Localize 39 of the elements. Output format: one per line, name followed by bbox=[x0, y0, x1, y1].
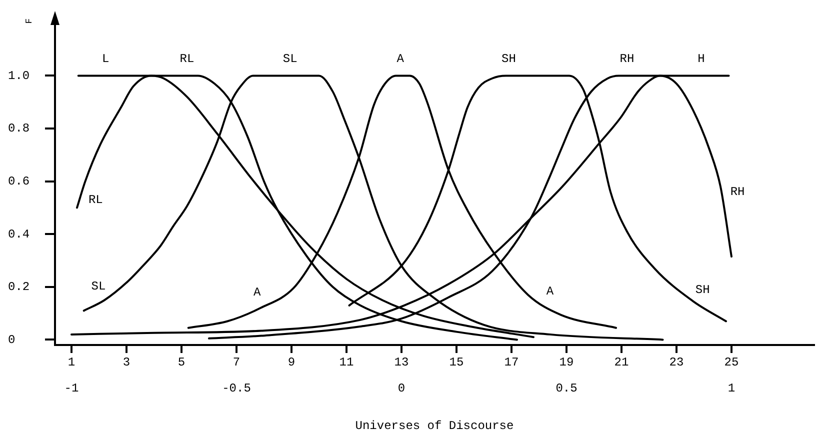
annotation: A bbox=[546, 284, 554, 298]
x-tick-label: 23 bbox=[669, 355, 684, 370]
annotation: A bbox=[254, 286, 262, 300]
x2-tick-label: 0 bbox=[398, 381, 406, 396]
y-tick-label: 0.4 bbox=[8, 227, 30, 242]
x-tick-label: 17 bbox=[504, 355, 519, 370]
y-tick-label: 0.6 bbox=[8, 174, 30, 188]
annotation: RL bbox=[88, 192, 103, 207]
x-tick-label: 21 bbox=[614, 355, 629, 370]
x-tick-label: 1 bbox=[68, 355, 76, 370]
y-tick-label: 0.8 bbox=[8, 122, 30, 136]
x-tick-label: 25 bbox=[724, 355, 739, 370]
annotation: L bbox=[102, 52, 110, 66]
x-tick-label: 5 bbox=[178, 355, 186, 370]
annotation: SH bbox=[695, 283, 710, 298]
x-tick-label: 11 bbox=[339, 355, 354, 370]
annotation: SH bbox=[502, 52, 516, 66]
annotation: RH bbox=[620, 52, 634, 66]
annotation: H bbox=[698, 52, 705, 66]
x-tick-label: 7 bbox=[232, 355, 240, 370]
y-tick-label: 0 bbox=[8, 332, 16, 347]
annotation: RL bbox=[180, 52, 194, 66]
x2-tick-label: 0.5 bbox=[556, 381, 578, 396]
x-tick-label: 3 bbox=[122, 355, 130, 370]
x2-tick-label: 1 bbox=[728, 381, 736, 396]
x2-tick-label: -1 bbox=[64, 381, 79, 396]
x-tick-label: 19 bbox=[559, 355, 574, 370]
x-tick-label: 13 bbox=[394, 355, 409, 370]
annotation: A bbox=[396, 52, 405, 66]
x-axis-title: Universes of Discourse bbox=[355, 418, 514, 433]
annotation: SL bbox=[282, 52, 298, 66]
annotation: RH bbox=[730, 185, 745, 200]
annotation: SL bbox=[91, 280, 106, 294]
y-tick-label: 0.2 bbox=[8, 280, 30, 294]
y-axis-title: F bbox=[24, 18, 34, 24]
x-tick-label: 9 bbox=[288, 355, 296, 370]
y-tick-label: 1.0 bbox=[8, 68, 30, 83]
x-tick-label: 15 bbox=[449, 355, 464, 370]
x2-tick-label: -0.5 bbox=[222, 381, 251, 396]
